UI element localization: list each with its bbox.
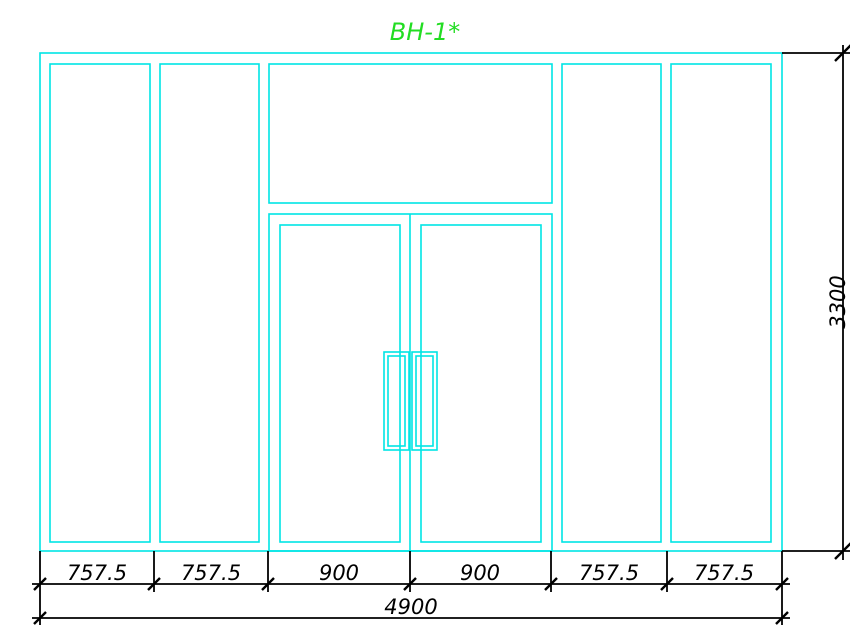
segment-label-6: 757.5 <box>694 561 754 585</box>
total-tick-right <box>775 611 789 625</box>
segment-label-1: 757.5 <box>67 561 127 585</box>
segment-dimensions: 757.5 757.5 900 900 757.5 757.5 <box>32 551 790 625</box>
segment-tick-5 <box>660 577 674 591</box>
handle-right-inner <box>415 355 434 447</box>
glazing-frame <box>39 52 783 552</box>
total-tick-left <box>33 611 47 625</box>
panel-left-1 <box>49 63 151 543</box>
segment-tick-4 <box>544 577 558 591</box>
drawing-title: ВН-1* <box>390 18 460 46</box>
segment-tick-3 <box>403 577 417 591</box>
panel-right-1 <box>561 63 662 543</box>
height-dimension: 3300 <box>782 44 850 560</box>
total-width-label: 4900 <box>384 595 437 619</box>
transom-panel <box>268 63 553 204</box>
segment-label-2: 757.5 <box>181 561 241 585</box>
segment-tick-2 <box>261 577 275 591</box>
panel-left-2 <box>159 63 260 543</box>
panel-right-2 <box>670 63 772 543</box>
door-leaf-left <box>279 224 401 543</box>
segment-tick-6 <box>775 577 789 591</box>
handle-left-outer <box>383 351 410 451</box>
total-width-dimension: 4900 <box>32 595 790 625</box>
height-dimension-label: 3300 <box>826 275 850 328</box>
height-tick-top <box>834 44 850 62</box>
segment-label-3: 900 <box>319 561 359 585</box>
handle-right-outer <box>411 351 438 451</box>
door-leaf-right <box>420 224 542 543</box>
height-tick-bottom <box>834 542 850 560</box>
segment-label-4: 900 <box>460 561 500 585</box>
segment-tick-1 <box>147 577 161 591</box>
segment-label-5: 757.5 <box>579 561 639 585</box>
door-handles <box>383 351 438 451</box>
handle-left-inner <box>387 355 406 447</box>
segment-tick-0 <box>33 577 47 591</box>
